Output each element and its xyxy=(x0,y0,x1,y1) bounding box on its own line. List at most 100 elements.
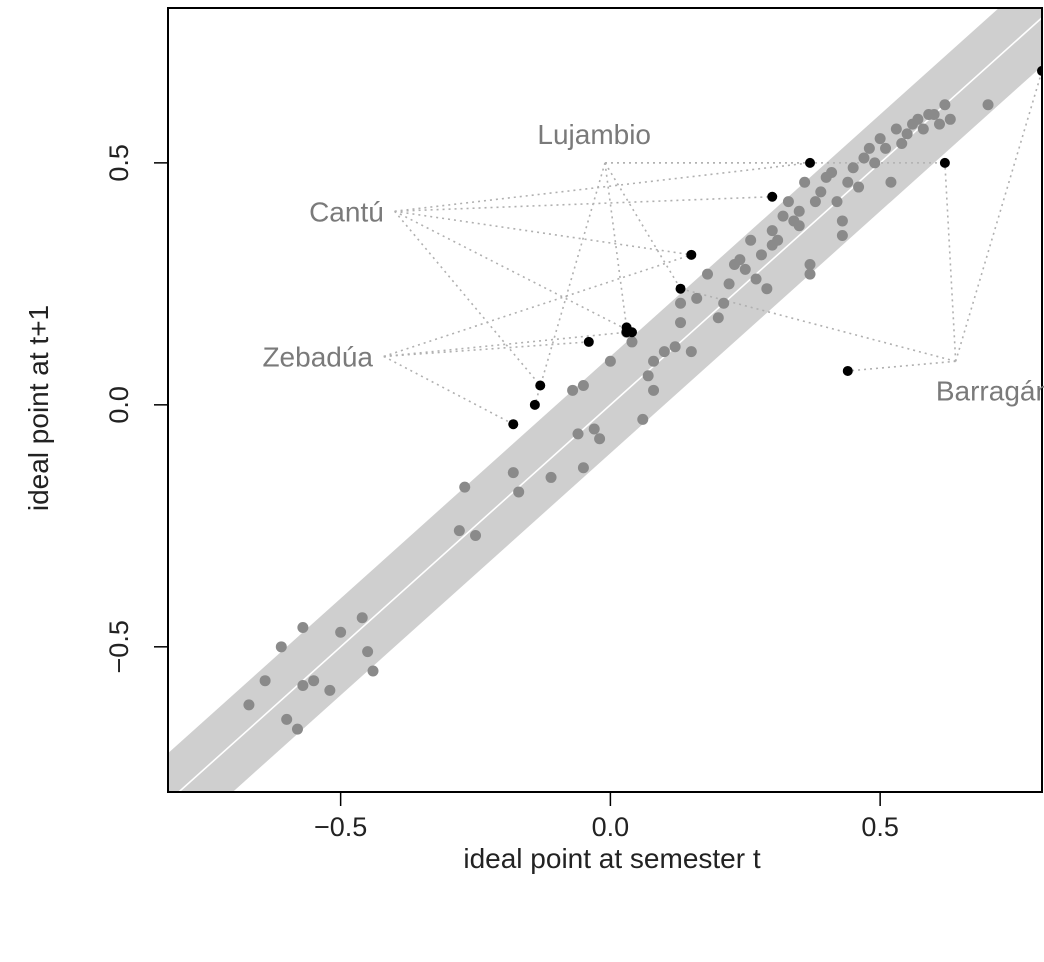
data-point xyxy=(712,312,724,324)
data-point xyxy=(874,133,886,145)
data-point xyxy=(356,612,368,624)
data-point xyxy=(604,355,616,367)
data-point xyxy=(675,317,687,329)
data-point xyxy=(626,336,638,348)
data-point xyxy=(890,123,902,135)
data-point xyxy=(755,249,767,261)
data-point xyxy=(944,113,956,125)
data-point xyxy=(362,646,374,658)
y-tick-label: −0.5 xyxy=(104,620,134,673)
data-point xyxy=(675,297,687,309)
x-tick-label: 0.0 xyxy=(592,812,630,842)
data-point xyxy=(367,665,379,677)
highlighted-point xyxy=(842,365,853,376)
data-point xyxy=(912,113,924,125)
data-point xyxy=(739,263,751,275)
connector-line xyxy=(394,210,692,256)
data-point xyxy=(799,176,811,188)
connector-line xyxy=(954,70,1042,362)
connector-line xyxy=(394,162,811,213)
data-point xyxy=(658,346,670,358)
data-point xyxy=(648,384,660,396)
data-point xyxy=(777,210,789,222)
highlighted-point xyxy=(686,249,697,260)
data-point xyxy=(745,234,757,246)
data-point xyxy=(809,196,821,208)
data-point xyxy=(793,220,805,232)
data-point xyxy=(793,205,805,217)
y-axis: −0.5 0.0 0.5 xyxy=(104,144,169,673)
data-point xyxy=(567,384,579,396)
data-point xyxy=(928,108,940,120)
name-label: Barragán xyxy=(936,375,1044,406)
data-point xyxy=(308,675,320,687)
data-point xyxy=(804,258,816,270)
data-point xyxy=(723,278,735,290)
data-point xyxy=(691,292,703,304)
highlighted-point xyxy=(535,380,546,391)
data-point xyxy=(869,157,881,169)
name-label: Zebadúa xyxy=(262,341,373,372)
data-point xyxy=(901,128,913,140)
connector-line xyxy=(604,162,628,328)
data-point xyxy=(826,167,838,179)
data-point xyxy=(545,471,557,483)
data-points xyxy=(243,65,1042,735)
name-label: Lujambio xyxy=(537,119,651,150)
data-point xyxy=(507,467,519,479)
identity-line xyxy=(177,16,1042,792)
connector-line xyxy=(604,162,682,290)
data-point xyxy=(782,196,794,208)
data-point xyxy=(324,684,336,696)
data-point xyxy=(939,99,951,111)
data-point xyxy=(459,481,471,493)
data-point xyxy=(642,370,654,382)
data-point xyxy=(291,723,303,735)
connector-line xyxy=(534,162,606,406)
data-point xyxy=(243,699,255,711)
data-point xyxy=(858,152,870,164)
data-point xyxy=(275,641,287,653)
data-point xyxy=(281,713,293,725)
highlighted-point xyxy=(805,157,816,168)
data-point xyxy=(637,413,649,425)
data-point xyxy=(718,297,730,309)
plot-area xyxy=(168,8,1042,792)
connector-line xyxy=(393,210,541,386)
x-tick-label: 0.5 xyxy=(861,812,899,842)
y-axis-label: ideal point at t+1 xyxy=(23,305,54,511)
data-point xyxy=(880,142,892,154)
confidence-band xyxy=(168,8,1042,792)
data-point xyxy=(335,626,347,638)
data-point xyxy=(453,525,465,537)
data-point xyxy=(572,428,584,440)
data-point xyxy=(761,283,773,295)
data-point xyxy=(896,138,908,150)
connector-line xyxy=(383,331,627,358)
data-point xyxy=(685,346,697,358)
data-point xyxy=(847,162,859,174)
highlighted-point xyxy=(583,336,594,347)
data-point xyxy=(750,273,762,285)
data-point xyxy=(594,433,606,445)
point-name-labels: Lujambio Cantú Zebadúa Barragán xyxy=(262,119,1044,406)
highlighted-point xyxy=(1037,65,1042,76)
y-tick-label: 0.5 xyxy=(104,144,134,182)
data-point xyxy=(804,268,816,280)
connector-line xyxy=(847,360,956,372)
data-point xyxy=(577,462,589,474)
data-point xyxy=(836,229,848,241)
connector-line xyxy=(944,162,957,362)
data-point xyxy=(766,225,778,237)
data-point xyxy=(836,215,848,227)
data-point xyxy=(863,142,875,154)
data-point xyxy=(702,268,714,280)
connector-line xyxy=(383,355,514,425)
highlighted-point xyxy=(939,157,950,168)
data-point xyxy=(917,123,929,135)
highlighted-point xyxy=(675,283,686,294)
data-point xyxy=(648,355,660,367)
data-point xyxy=(933,118,945,130)
data-point xyxy=(772,234,784,246)
